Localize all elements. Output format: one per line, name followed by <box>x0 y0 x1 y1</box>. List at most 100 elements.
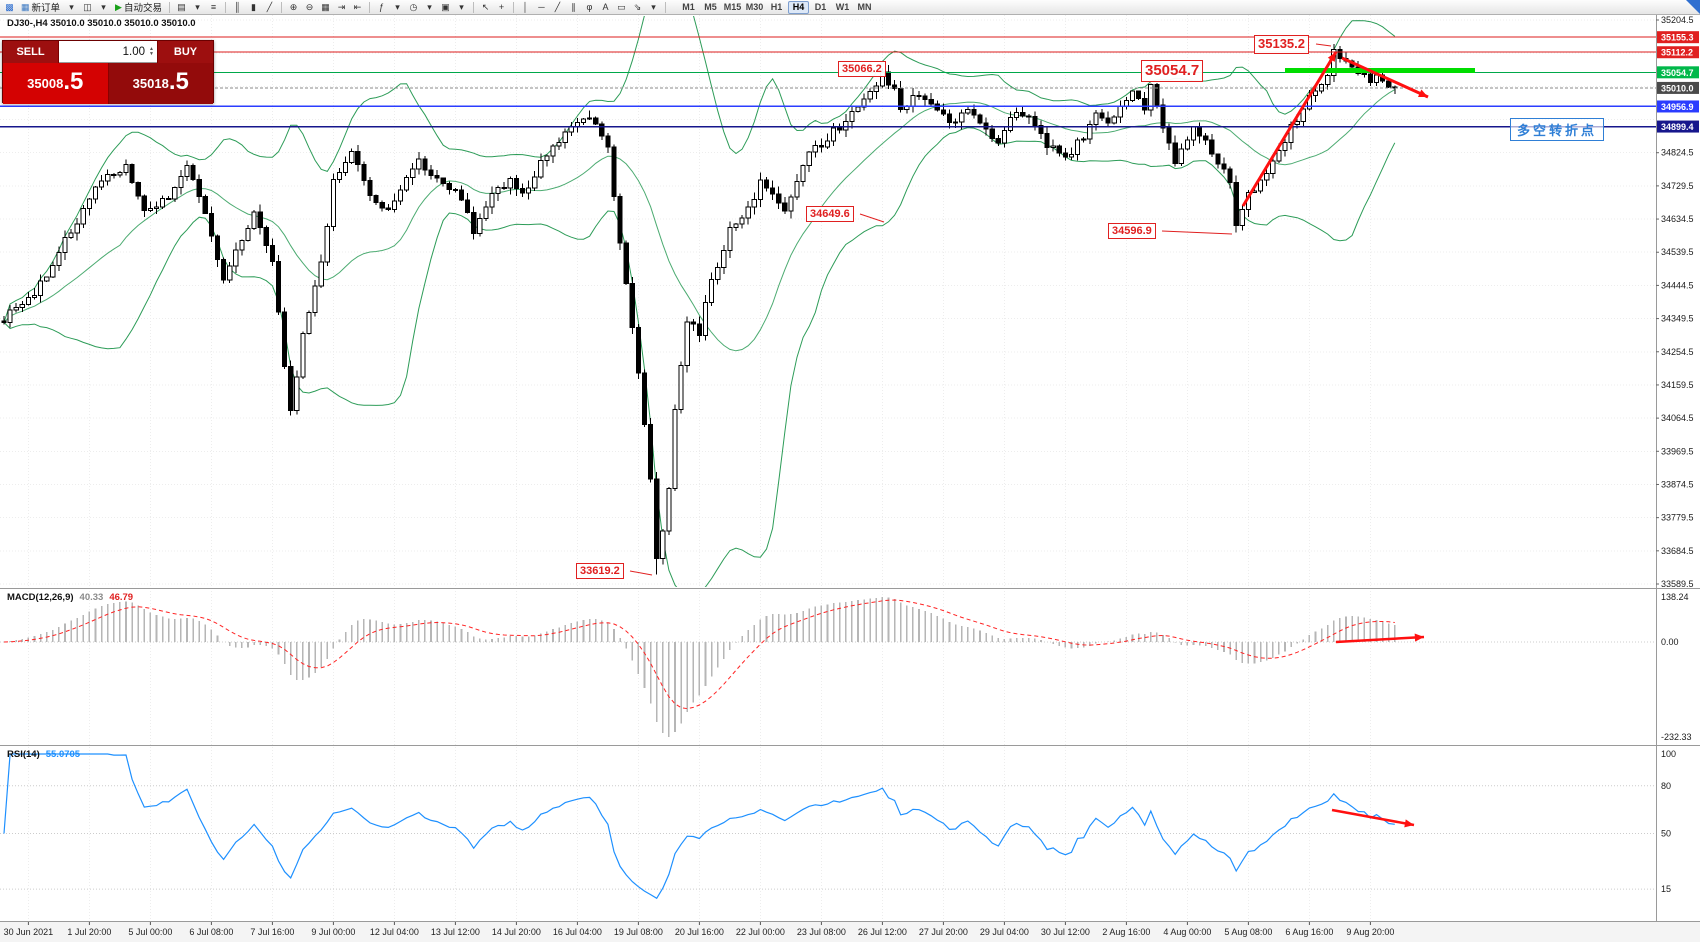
toolbar-separator <box>168 1 170 13</box>
cursor-tool[interactable]: ↖ <box>478 1 493 14</box>
label-tool[interactable]: ▭ <box>614 1 629 14</box>
svg-text:12 Jul 04:00: 12 Jul 04:00 <box>370 927 419 937</box>
trendline-tool-icon: ╱ <box>554 2 561 12</box>
auto-scroll-button[interactable]: ⇥ <box>334 1 349 14</box>
line-chart-mode[interactable]: ╱ <box>262 1 277 14</box>
svg-text:2 Aug 16:00: 2 Aug 16:00 <box>1102 927 1150 937</box>
timeframe-h1[interactable]: H1 <box>770 2 783 12</box>
svg-text:30 Jun 2021: 30 Jun 2021 <box>4 927 54 937</box>
templates-dropdown[interactable]: ▾ <box>454 1 469 14</box>
sell-button[interactable]: SELL <box>3 41 59 63</box>
app-menu[interactable]: ▩ <box>2 1 17 14</box>
autotrade-button-label: 自动交易 <box>123 3 162 14</box>
svg-text:100: 100 <box>1661 749 1676 759</box>
timeframe-mn[interactable]: MN <box>857 2 872 12</box>
rsi-name: RSI(14) <box>7 749 40 760</box>
crosshair-tool-icon: + <box>498 2 505 12</box>
grid <box>0 15 1656 921</box>
trendline-tool[interactable]: ╱ <box>550 1 565 14</box>
bar-chart-mode-icon: ║ <box>234 2 241 12</box>
rsi-value: 55.0705 <box>45 749 81 760</box>
rsi-indicator-label: RSI(14) 55.0705 <box>7 749 80 760</box>
price-axis: 35204.5 34824.5 34729.5 34634.5 34539.5 34444… <box>1656 15 1699 589</box>
svg-text:33589.5: 33589.5 <box>1661 579 1694 589</box>
candle-chart-mode[interactable]: ▮ <box>246 1 261 14</box>
periods-button[interactable]: ◷ <box>406 1 421 14</box>
window-list-button[interactable]: ≡ <box>206 1 221 14</box>
indicators-button[interactable]: ƒ <box>374 1 389 14</box>
price-annotation-35054.7: 35054.7 <box>1141 60 1204 82</box>
buy-button[interactable]: BUY <box>157 41 213 63</box>
svg-text:1 Jul 20:00: 1 Jul 20:00 <box>67 927 111 937</box>
fibonacci-tool[interactable]: φ <box>582 1 597 14</box>
chart-shift-button[interactable]: ⇤ <box>350 1 365 14</box>
zoom-out-button[interactable]: ⊖ <box>302 1 317 14</box>
channel-tool[interactable]: ∥ <box>566 1 581 14</box>
charts-dropdown[interactable]: ▾ <box>64 1 79 14</box>
macd-value-signal: 46.79 <box>109 592 134 603</box>
periods-dropdown[interactable]: ▾ <box>422 1 437 14</box>
new-order-button[interactable]: ▦ 新订单 <box>18 1 63 14</box>
svg-text:7 Jul 16:00: 7 Jul 16:00 <box>250 927 294 937</box>
sell-price-display[interactable]: 35008 .5 <box>3 63 109 104</box>
macd-name: MACD(12,26,9) <box>7 592 74 603</box>
rsi-arrow <box>1331 808 1415 827</box>
arrows-dropdown[interactable]: ▾ <box>646 1 661 14</box>
svg-text:34159.5: 34159.5 <box>1661 380 1694 390</box>
indicators-dropdown[interactable]: ▾ <box>390 1 405 14</box>
svg-text:34899.4: 34899.4 <box>1661 122 1694 132</box>
price-panel <box>1 16 1398 587</box>
candle-chart-mode-icon: ▮ <box>250 2 256 12</box>
volume-spinner[interactable]: ▲ ▼ <box>149 45 154 57</box>
svg-text:5 Jul 00:00: 5 Jul 00:00 <box>128 927 172 937</box>
timeframe-h4[interactable]: H4 <box>787 0 809 14</box>
volume-input[interactable]: 1.00 ▲ ▼ <box>59 41 157 63</box>
svg-text:34539.5: 34539.5 <box>1661 247 1694 257</box>
new-chart-button[interactable]: ▤ <box>174 1 189 14</box>
text-tool[interactable]: A <box>598 1 613 14</box>
time-axis: 30 Jun 2021 1 Jul 20:00 5 Jul 00:00 6 Jul 0… <box>4 922 1394 937</box>
zoom-in-button[interactable]: ⊕ <box>286 1 301 14</box>
svg-text:22 Jul 00:00: 22 Jul 00:00 <box>736 927 785 937</box>
timeframe-m1[interactable]: M1 <box>682 2 695 12</box>
bar-chart-mode[interactable]: ║ <box>230 1 245 14</box>
timeframe-w1[interactable]: W1 <box>835 2 850 12</box>
new-chart-dropdown[interactable]: ▾ <box>190 1 205 14</box>
svg-text:35204.5: 35204.5 <box>1661 15 1694 25</box>
vertical-line-tool[interactable]: │ <box>518 1 533 14</box>
svg-text:16 Jul 04:00: 16 Jul 04:00 <box>553 927 602 937</box>
zoom-out-button-icon: ⊖ <box>305 2 314 12</box>
rsi-line <box>3 753 1395 900</box>
svg-text:34254.5: 34254.5 <box>1661 347 1694 357</box>
trade-panel-controls: SELL 1.00 ▲ ▼ BUY <box>3 41 213 63</box>
horizontal-line-tool[interactable]: ─ <box>534 1 549 14</box>
horizontal-line-tool-icon: ─ <box>538 2 545 12</box>
autotrade-button[interactable]: ▶ 自动交易 <box>112 1 165 14</box>
svg-text:34729.5: 34729.5 <box>1661 181 1694 191</box>
svg-text:34349.5: 34349.5 <box>1661 314 1694 324</box>
price-annotation-33619.2: 33619.2 <box>576 563 624 580</box>
arrows-tool[interactable]: ⇘ <box>630 1 645 14</box>
trend-down-arrow <box>1341 56 1429 99</box>
spinner-up-icon[interactable]: ▲ <box>149 45 154 52</box>
price-annotation-35066.2: 35066.2 <box>838 61 886 78</box>
timeframe-m15[interactable]: M15 <box>723 2 742 12</box>
buy-price-pips: .5 <box>168 68 189 95</box>
timeframe-m5[interactable]: M5 <box>704 2 717 12</box>
rsi-panel <box>3 753 1395 900</box>
profiles-button[interactable]: ◫ <box>80 1 95 14</box>
templates-button[interactable]: ▣ <box>438 1 453 14</box>
profiles-button-icon: ◫ <box>83 2 92 12</box>
chart-shift-button-icon: ⇤ <box>353 2 362 12</box>
profiles-dropdown[interactable]: ▾ <box>96 1 111 14</box>
timeframe-m30[interactable]: M30 <box>745 2 764 12</box>
timeframe-d1[interactable]: D1 <box>814 2 827 12</box>
buy-price-display[interactable]: 35018 .5 <box>108 63 213 104</box>
svg-text:5 Aug 08:00: 5 Aug 08:00 <box>1224 927 1272 937</box>
new-order-button-label: 新订单 <box>31 3 61 14</box>
crosshair-tool[interactable]: + <box>494 1 509 14</box>
spinner-down-icon[interactable]: ▼ <box>149 50 154 57</box>
tile-windows-button[interactable]: ▦ <box>318 1 333 14</box>
line-chart-mode-icon: ╱ <box>266 2 273 12</box>
